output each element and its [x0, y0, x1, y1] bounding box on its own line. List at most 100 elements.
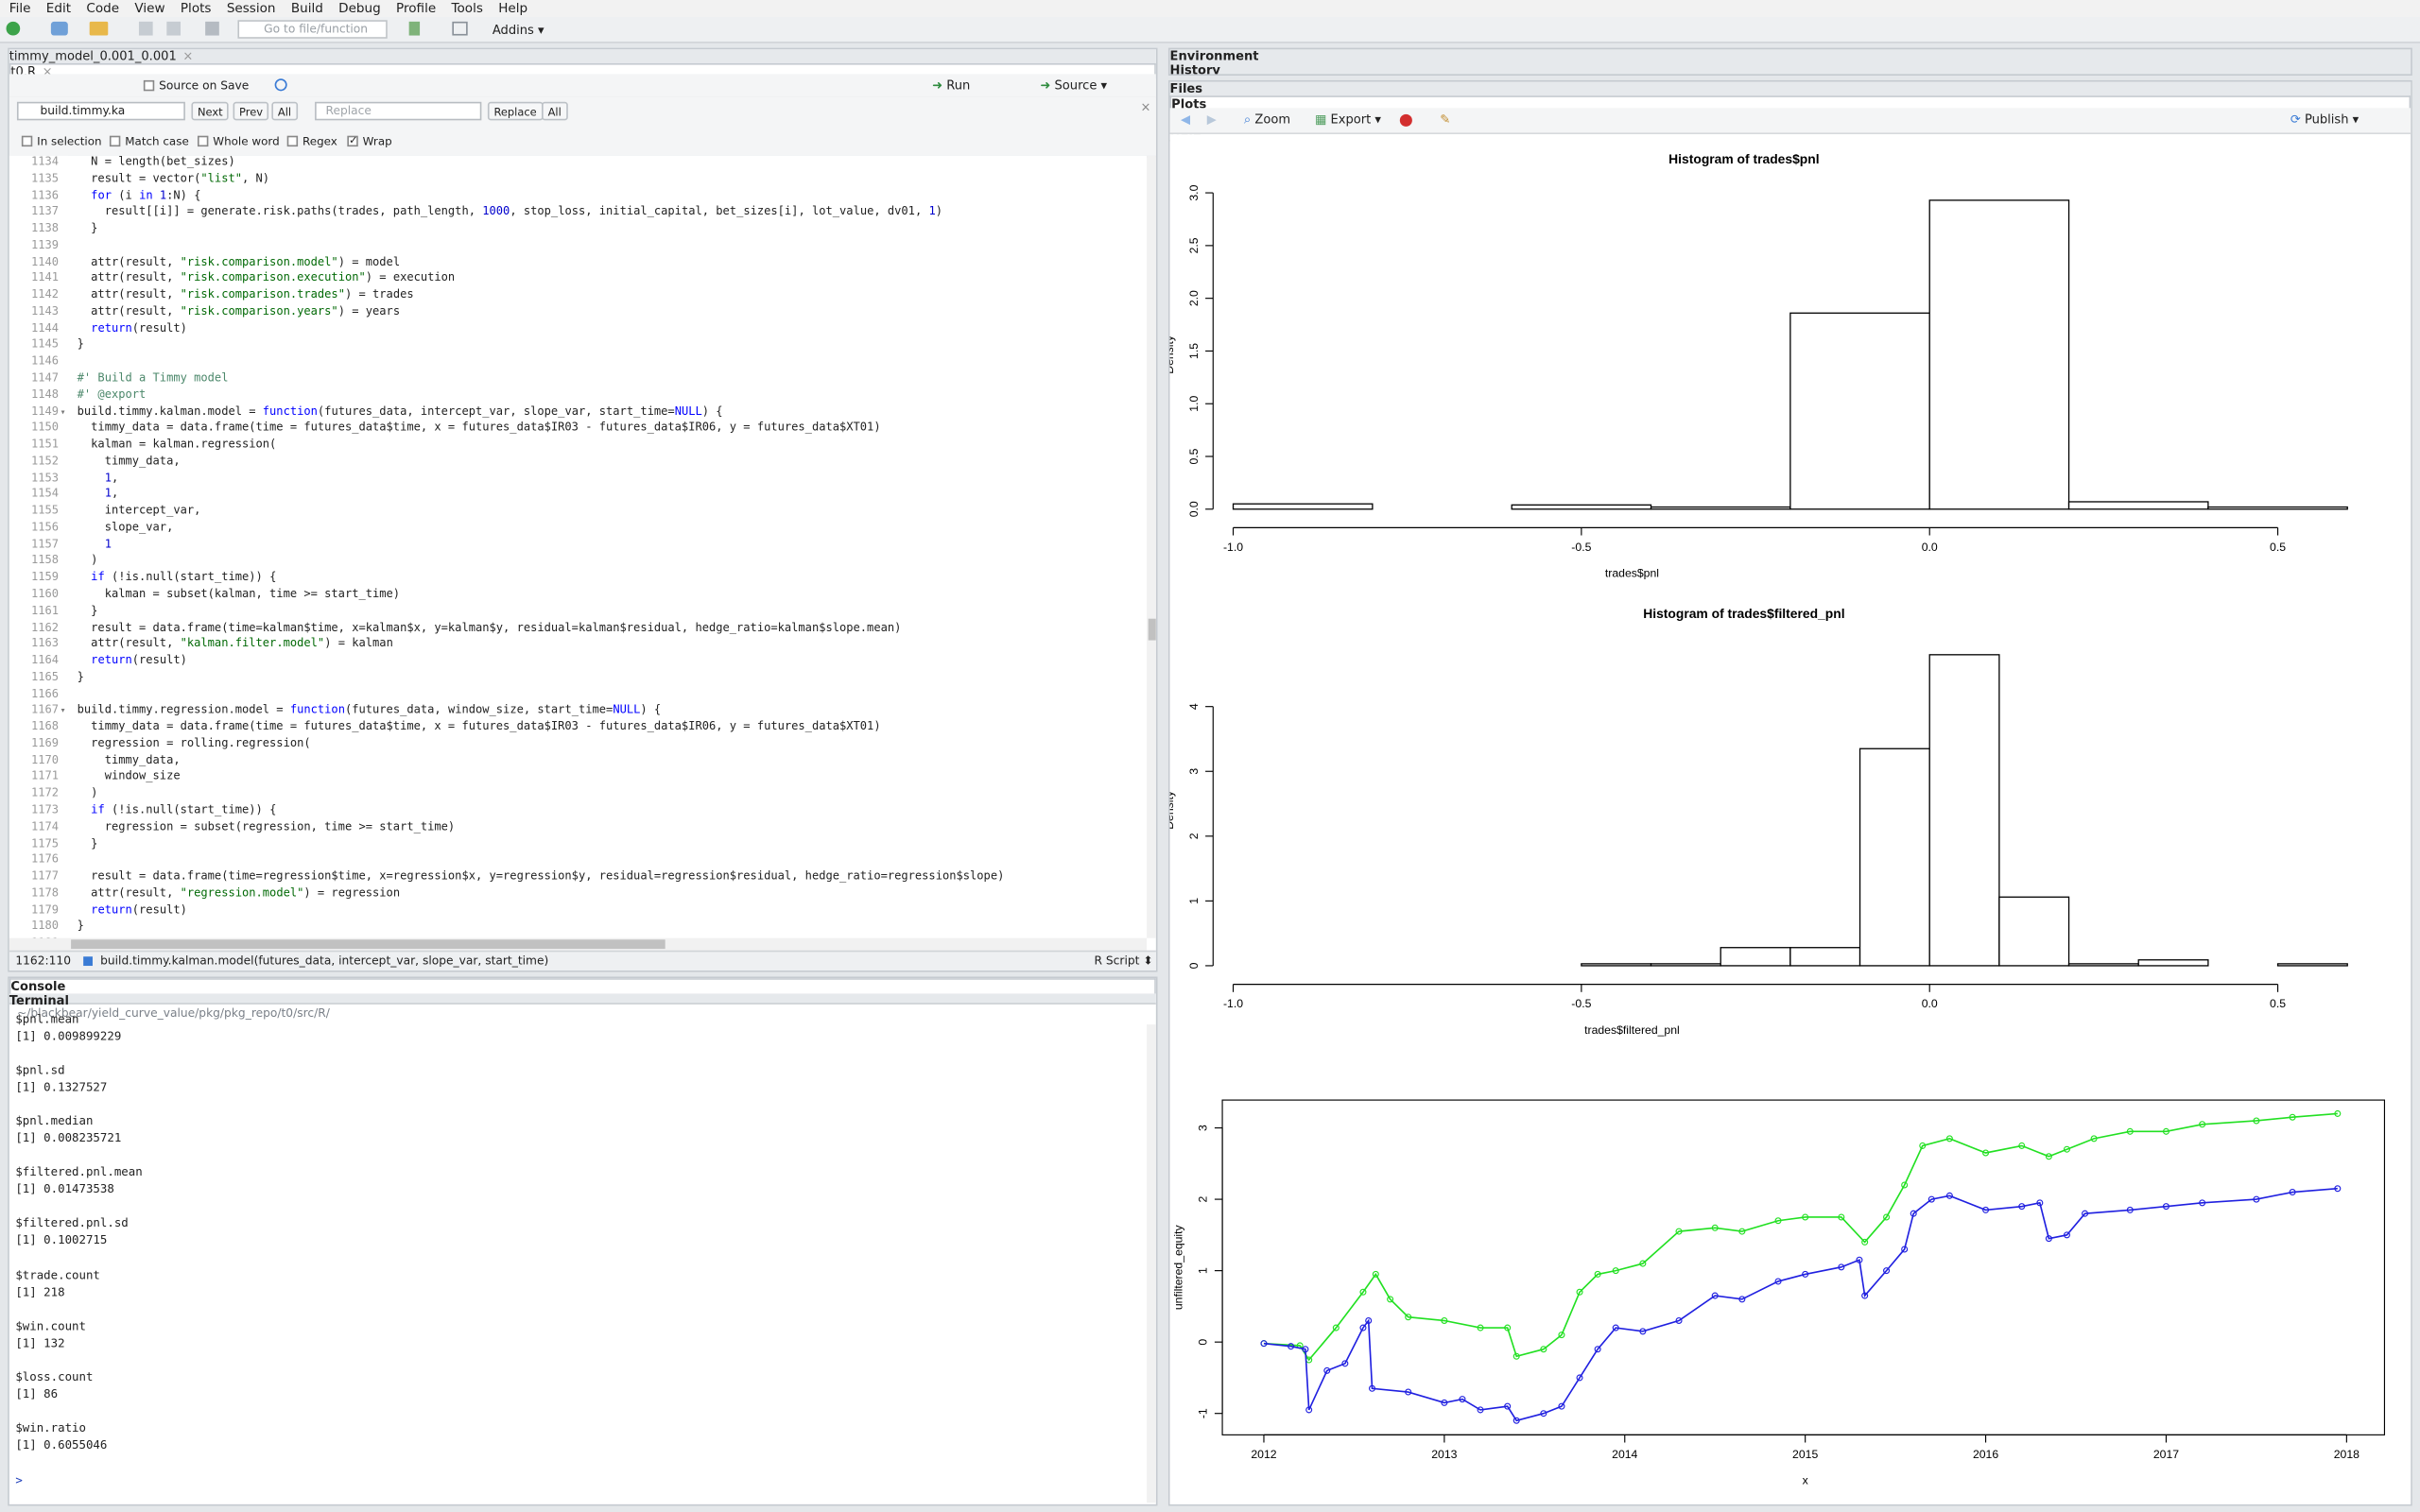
git-icon[interactable] [408, 21, 421, 36]
y-tick-label: 0 [1197, 1339, 1210, 1346]
addins-menu[interactable]: Addins ▾ [492, 23, 544, 38]
tab[interactable]: Plots [1169, 95, 2411, 112]
menu-item[interactable]: Tools [451, 0, 483, 16]
code-line: attr(result, "risk.comparison.trades") =… [77, 286, 414, 301]
x-tick-label: 2018 [2334, 1448, 2360, 1461]
menu-item[interactable]: Build [290, 0, 323, 16]
series-point [1774, 1278, 1782, 1285]
option-checkbox[interactable] [109, 135, 121, 147]
series-point [1802, 1270, 1809, 1278]
line-number: 1153 [30, 470, 60, 485]
code-line: } [77, 919, 84, 933]
histogram-bar [2207, 506, 2348, 510]
line-number: 1135 [30, 170, 60, 185]
menu-item[interactable]: Help [498, 0, 528, 16]
option-checkbox[interactable]: ✓ [347, 134, 358, 147]
series-point [1901, 1246, 1909, 1253]
tab[interactable]: Console [9, 978, 1156, 994]
console-prompt[interactable]: > [15, 1473, 23, 1487]
series-point [1359, 1324, 1367, 1332]
line-number: 1177 [30, 868, 60, 884]
clear-plots[interactable]: ✎ [1440, 112, 1451, 127]
series-line [1263, 1187, 2338, 1422]
horizontal-scrollbar[interactable] [9, 937, 1148, 951]
tab[interactable]: Terminal [9, 993, 1156, 1007]
series-point [1359, 1288, 1367, 1296]
editor-tab-strip: timmy_model_0.001_0.001 × t0.R × [9, 49, 1156, 79]
code-line: result = vector("list", N) [77, 170, 270, 185]
option-checkbox[interactable] [286, 135, 299, 147]
menu-item[interactable]: View [134, 0, 165, 16]
y-tick-label: 4 [1187, 703, 1201, 710]
scope-label[interactable]: build.timmy.kalman.model(futures_data, i… [100, 953, 549, 968]
menu-item[interactable]: Plots [180, 0, 212, 16]
export-label: Export [1330, 112, 1372, 127]
code-line: } [77, 220, 98, 235]
series-point [1594, 1270, 1601, 1278]
export-button[interactable]: ▦ Export ▾ [1315, 112, 1381, 127]
line-number: 1181 [9, 936, 59, 938]
menu-item[interactable]: Profile [396, 0, 437, 16]
print-icon[interactable] [205, 21, 219, 36]
y-tick-label: 0.0 [1187, 501, 1201, 517]
publish-button[interactable]: ⟳ Publish ▾ [2290, 112, 2360, 127]
option-checkbox[interactable] [197, 135, 209, 147]
menu-item[interactable]: Debug [338, 0, 381, 16]
tab-close[interactable]: × [182, 49, 194, 63]
project-icon[interactable] [50, 21, 68, 36]
option-checkbox[interactable] [21, 135, 33, 147]
console-scrollbar[interactable] [1147, 1024, 1156, 1503]
series-point [1639, 1260, 1647, 1267]
scope-icon [83, 956, 93, 967]
replace-all-button[interactable]: All [542, 101, 568, 121]
tab[interactable]: Files [1170, 82, 2411, 96]
code-line: #' @export [77, 387, 147, 402]
find-input[interactable]: build.timmy.ka [16, 101, 185, 121]
y-tick-label: 1.5 [1187, 343, 1201, 359]
tab-close[interactable]: × [42, 64, 53, 79]
line-number: 1157 [30, 536, 60, 551]
source-on-save-checkbox[interactable] [143, 79, 155, 92]
layout-icon[interactable] [452, 21, 468, 36]
menu-item[interactable]: Edit [45, 0, 72, 16]
y-tick-label: 1.0 [1187, 396, 1201, 412]
find-icon[interactable] [274, 78, 287, 92]
option-label: Match case [125, 134, 189, 148]
goto-box[interactable]: Go to file/function [237, 20, 388, 39]
fold-marker[interactable]: ▾ [60, 705, 66, 717]
console-value: [1] 0.01473538 [15, 1182, 114, 1196]
save-all-icon[interactable] [166, 21, 182, 36]
tab[interactable]: timmy_model_0.001_0.001 × [9, 49, 1156, 63]
remove-plot[interactable] [1399, 113, 1412, 127]
line-number: 1164 [30, 652, 60, 667]
console-value: [1] 86 [15, 1386, 59, 1400]
fold-marker[interactable]: ▾ [60, 406, 66, 418]
menu-item[interactable]: Code [86, 0, 120, 16]
menu-item[interactable]: File [9, 0, 31, 16]
vertical-scrollbar[interactable] [1147, 155, 1156, 938]
line-number: 1158 [30, 553, 60, 567]
prev-button[interactable]: Prev [233, 101, 269, 121]
all-button[interactable]: All [271, 101, 298, 121]
save-icon[interactable] [138, 21, 153, 36]
find-close[interactable]: × [1140, 100, 1151, 114]
tab[interactable]: History [1170, 63, 2411, 74]
open-icon[interactable] [89, 21, 109, 36]
forward-arrow[interactable]: ▶ [1206, 112, 1217, 127]
zoom-button[interactable]: ⌕ Zoom [1243, 112, 1291, 127]
line-number: 1143 [30, 303, 60, 318]
code-line: 1 [104, 536, 112, 551]
line-number: 1172 [30, 785, 60, 800]
x-tick-label: 0.5 [2270, 997, 2286, 1010]
run-button[interactable]: ➜ Run [932, 78, 971, 93]
tab[interactable]: Environment [1170, 49, 2411, 63]
replace-button[interactable]: Replace [487, 101, 544, 121]
back-arrow[interactable]: ◀ [1180, 112, 1191, 127]
file-type[interactable]: R Script ⬍ [1094, 953, 1153, 968]
new-file-icon[interactable] [6, 21, 21, 36]
replace-input[interactable]: Replace [315, 101, 482, 121]
menu-item[interactable]: Session [226, 0, 276, 16]
series-point [1405, 1314, 1412, 1321]
source-button[interactable]: ➜ Source ▾ [1040, 78, 1108, 93]
next-button[interactable]: Next [191, 101, 230, 121]
